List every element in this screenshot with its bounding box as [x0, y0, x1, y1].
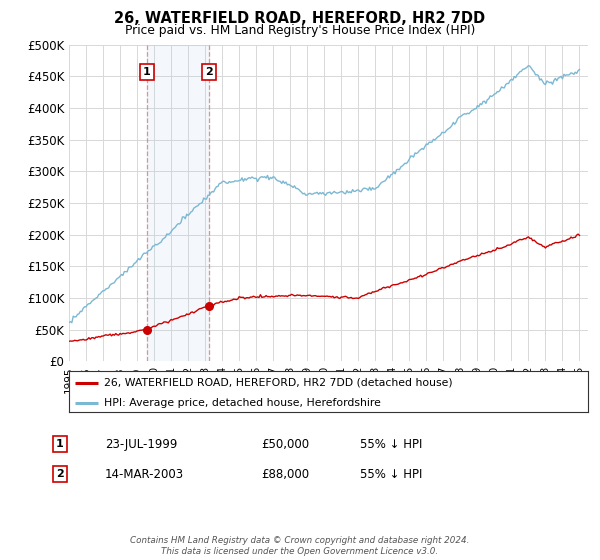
Text: 1: 1: [143, 67, 151, 77]
Text: 1: 1: [56, 439, 64, 449]
Text: 26, WATERFIELD ROAD, HEREFORD, HR2 7DD: 26, WATERFIELD ROAD, HEREFORD, HR2 7DD: [115, 11, 485, 26]
Text: 14-MAR-2003: 14-MAR-2003: [105, 468, 184, 481]
Text: Contains HM Land Registry data © Crown copyright and database right 2024.
This d: Contains HM Land Registry data © Crown c…: [130, 536, 470, 556]
Text: 23-JUL-1999: 23-JUL-1999: [105, 437, 178, 451]
Text: £50,000: £50,000: [261, 437, 309, 451]
Text: 2: 2: [205, 67, 212, 77]
Bar: [146, 45, 209, 361]
Text: 2: 2: [56, 469, 64, 479]
Text: 26, WATERFIELD ROAD, HEREFORD, HR2 7DD (detached house): 26, WATERFIELD ROAD, HEREFORD, HR2 7DD (…: [104, 377, 453, 388]
Text: 55% ↓ HPI: 55% ↓ HPI: [360, 468, 422, 481]
Text: 55% ↓ HPI: 55% ↓ HPI: [360, 437, 422, 451]
Text: Price paid vs. HM Land Registry's House Price Index (HPI): Price paid vs. HM Land Registry's House …: [125, 24, 475, 36]
Text: HPI: Average price, detached house, Herefordshire: HPI: Average price, detached house, Here…: [104, 398, 381, 408]
Text: £88,000: £88,000: [261, 468, 309, 481]
